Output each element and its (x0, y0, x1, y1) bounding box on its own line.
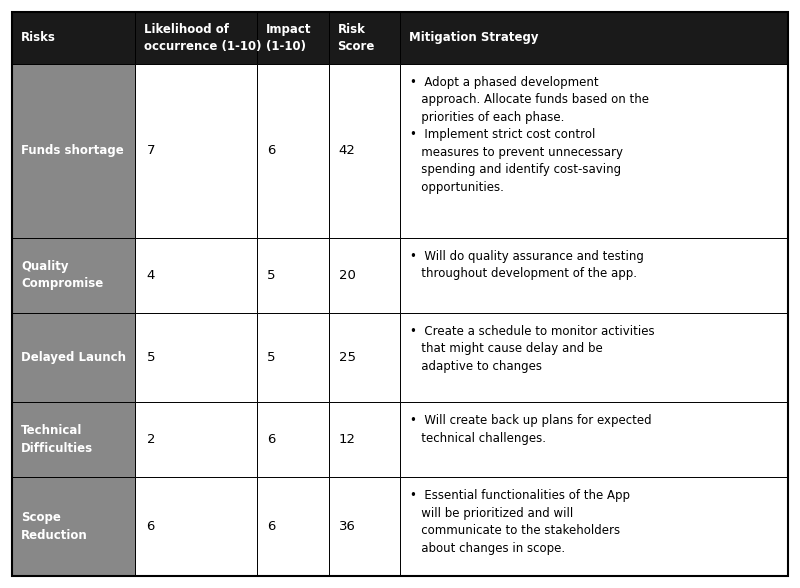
Bar (134, 64, 258, 238)
Bar (12, 313, 134, 402)
Text: •  Will do quality assurance and testing
   throughout development of the app.: • Will do quality assurance and testing … (410, 249, 644, 280)
Text: 6: 6 (146, 520, 155, 533)
Bar (258, 64, 329, 238)
Text: Risks: Risks (21, 31, 56, 44)
Bar (12, 477, 134, 576)
Bar (329, 402, 400, 477)
Text: 5: 5 (146, 351, 155, 364)
Bar (134, 313, 258, 402)
Bar (400, 12, 788, 64)
Bar (134, 402, 258, 477)
Text: 6: 6 (267, 433, 275, 446)
Bar (134, 477, 258, 576)
Bar (329, 12, 400, 64)
Bar (329, 64, 400, 238)
Bar (12, 402, 134, 477)
Bar (258, 238, 329, 313)
Bar (134, 238, 258, 313)
Text: 4: 4 (146, 269, 155, 282)
Bar (258, 12, 329, 64)
Text: Likelihood of
occurrence (1-10): Likelihood of occurrence (1-10) (144, 22, 261, 53)
Text: 20: 20 (338, 269, 355, 282)
Bar (258, 477, 329, 576)
Text: 2: 2 (146, 433, 155, 446)
Text: 25: 25 (338, 351, 356, 364)
Bar (258, 313, 329, 402)
Text: •  Will create back up plans for expected
   technical challenges.: • Will create back up plans for expected… (410, 414, 652, 445)
Bar (400, 477, 788, 576)
Bar (329, 238, 400, 313)
Text: Delayed Launch: Delayed Launch (21, 351, 126, 364)
Text: Mitigation Strategy: Mitigation Strategy (409, 31, 538, 44)
Text: 5: 5 (267, 269, 276, 282)
Text: 36: 36 (338, 520, 355, 533)
Bar (12, 64, 134, 238)
Text: Funds shortage: Funds shortage (21, 144, 124, 157)
Bar (400, 64, 788, 238)
Text: Scope
Reduction: Scope Reduction (21, 512, 88, 542)
Text: Risk
Score: Risk Score (338, 22, 375, 53)
Bar (12, 238, 134, 313)
Bar (400, 313, 788, 402)
Text: 7: 7 (146, 144, 155, 157)
Text: •  Adopt a phased development
   approach. Allocate funds based on the
   priori: • Adopt a phased development approach. A… (410, 76, 649, 193)
Text: 6: 6 (267, 520, 275, 533)
Bar (400, 402, 788, 477)
Text: Technical
Difficulties: Technical Difficulties (21, 425, 93, 455)
Bar (258, 402, 329, 477)
Text: 6: 6 (267, 144, 275, 157)
Bar (329, 313, 400, 402)
Bar (134, 12, 258, 64)
Text: •  Create a schedule to monitor activities
   that might cause delay and be
   a: • Create a schedule to monitor activitie… (410, 325, 654, 373)
Bar (400, 238, 788, 313)
Text: 5: 5 (267, 351, 276, 364)
Text: Quality
Compromise: Quality Compromise (21, 260, 103, 290)
Text: 42: 42 (338, 144, 355, 157)
Text: 12: 12 (338, 433, 356, 446)
Text: •  Essential functionalities of the App
   will be prioritized and will
   commu: • Essential functionalities of the App w… (410, 489, 630, 555)
Bar (329, 477, 400, 576)
Bar (12, 12, 134, 64)
Text: Impact
(1-10): Impact (1-10) (266, 22, 312, 53)
